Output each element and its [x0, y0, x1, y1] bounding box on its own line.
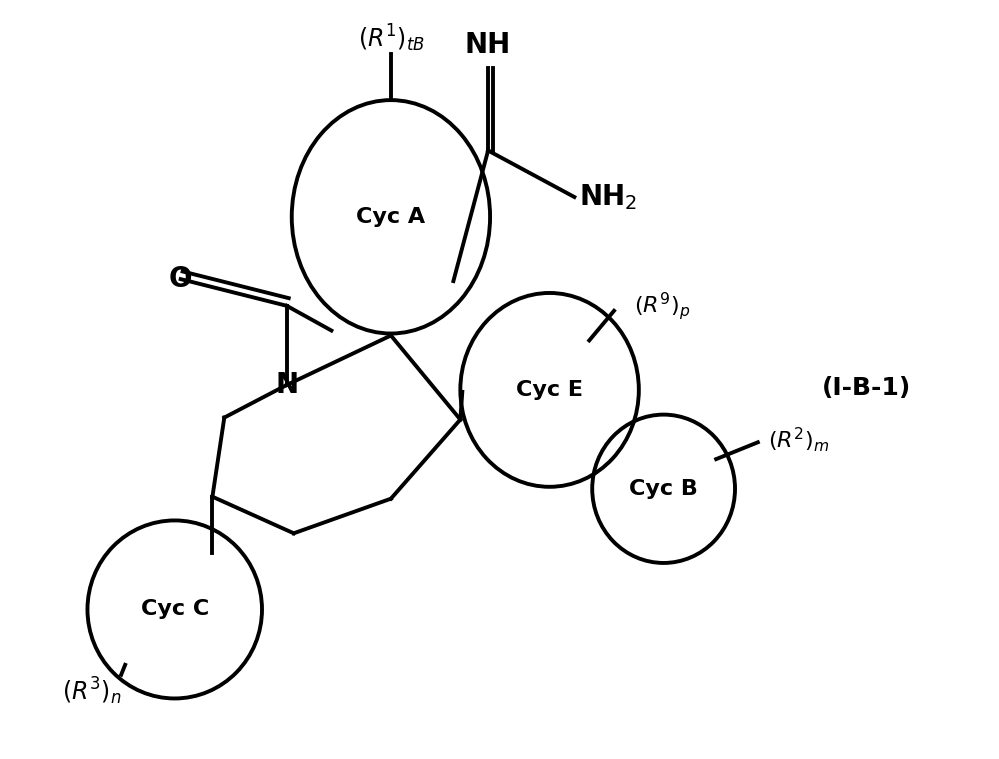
Text: N: N	[276, 371, 299, 399]
Text: Cyc A: Cyc A	[357, 206, 426, 227]
Text: (I-B-1): (I-B-1)	[822, 376, 911, 400]
Text: NH$_2$: NH$_2$	[579, 182, 637, 212]
Text: NH: NH	[465, 30, 511, 58]
Text: O: O	[169, 265, 193, 293]
Text: Cyc E: Cyc E	[516, 380, 583, 400]
Text: $(R^2)_m$: $(R^2)_m$	[768, 425, 829, 454]
Text: Cyc C: Cyc C	[141, 600, 209, 619]
Text: Cyc B: Cyc B	[629, 479, 698, 499]
Text: $(R^9)_p$: $(R^9)_p$	[634, 290, 690, 322]
Text: $(R^1)_{tB}$: $(R^1)_{tB}$	[358, 23, 425, 55]
Text: $(R^3)_n$: $(R^3)_n$	[62, 676, 121, 707]
